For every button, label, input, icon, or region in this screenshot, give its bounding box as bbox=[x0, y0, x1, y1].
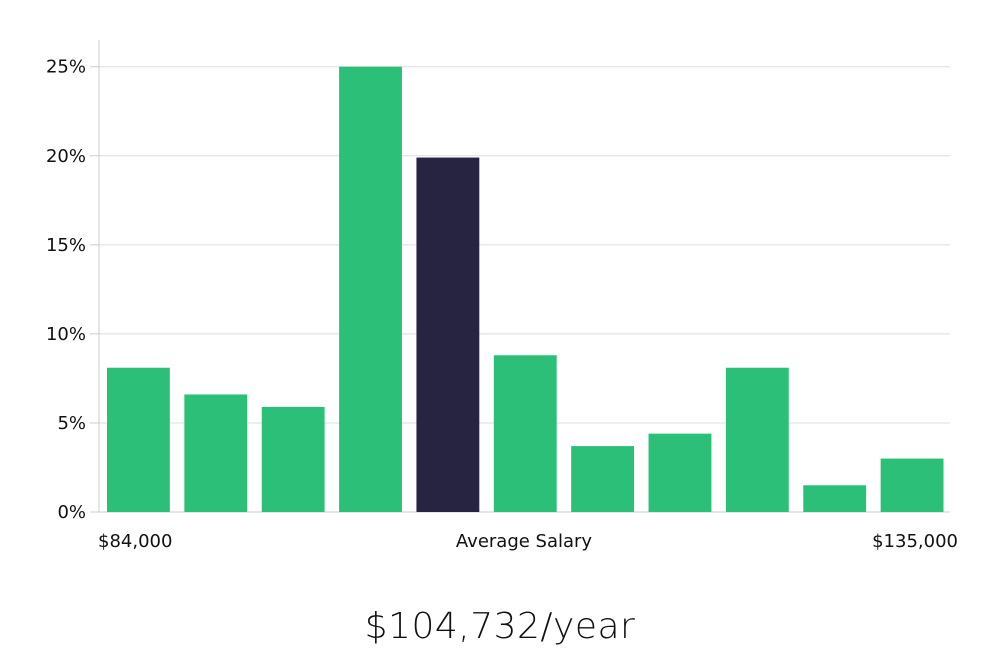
bar bbox=[880, 458, 944, 512]
gridlines bbox=[99, 66, 950, 424]
y-tick-label: 5% bbox=[57, 413, 86, 434]
bar bbox=[261, 406, 325, 512]
bar bbox=[725, 367, 789, 512]
average-salary-value: $104,732/year bbox=[364, 606, 636, 647]
bar bbox=[803, 485, 867, 512]
y-tick-label: 0% bbox=[57, 502, 86, 523]
bar bbox=[571, 446, 635, 512]
y-tick-label: 20% bbox=[46, 146, 86, 167]
bar bbox=[648, 433, 712, 512]
bar bbox=[184, 394, 248, 512]
salary-distribution-chart: 0%5%10%15%20%25% $84,000 Average Salary … bbox=[46, 40, 958, 552]
x-max-label: $135,000 bbox=[872, 531, 958, 552]
y-tick-labels: 0% 5% 10% 15% 20% 25% bbox=[46, 57, 86, 523]
bar-highlighted bbox=[416, 157, 480, 513]
y-tick-label: 25% bbox=[46, 57, 86, 78]
x-min-label: $84,000 bbox=[98, 531, 172, 552]
bar bbox=[493, 355, 557, 512]
x-center-label: Average Salary bbox=[456, 531, 593, 552]
y-tick-label: 10% bbox=[46, 324, 86, 345]
bar bbox=[339, 66, 402, 512]
y-tick-label: 15% bbox=[46, 235, 86, 256]
bars bbox=[107, 66, 944, 513]
bar bbox=[107, 367, 170, 512]
